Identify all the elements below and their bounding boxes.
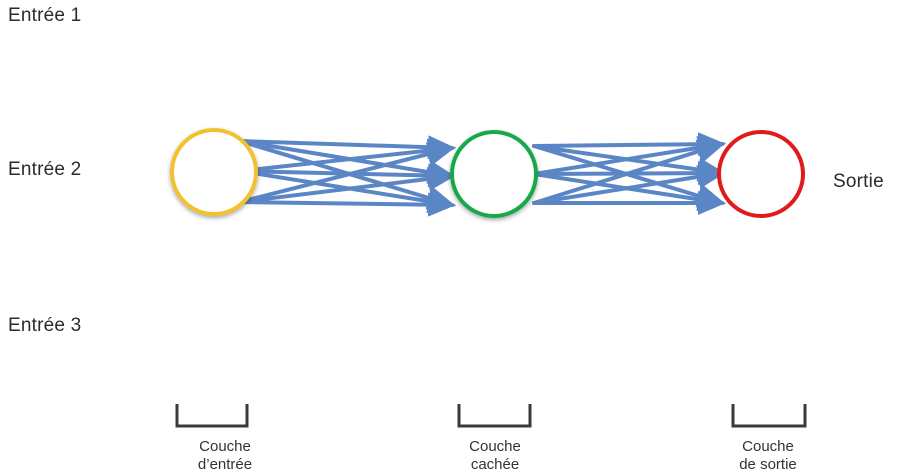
hidden-layer-node [450,130,538,218]
hidden-layer-bracket [457,404,532,428]
hidden-layer-caption-line1: Couche [469,438,521,455]
connection-arrow [532,164,726,205]
connection-arrow [238,135,456,160]
connection-arrow [532,135,726,176]
input-layer-node [170,128,258,216]
input-layer-caption-line1: Couche [199,438,251,455]
connection-arrows [238,132,726,217]
output-layer-caption-line1: Couche [742,438,794,455]
hidden-layer-caption: Couche cachée [440,438,550,474]
connection-arrow [238,142,456,204]
input-layer-caption: Couche d’entrée [170,438,280,474]
connection-arrow [238,167,456,204]
hidden-layer-caption-line2: cachée [470,456,520,473]
input-layer-bracket [175,404,249,428]
input-label-2: Entrée 2 [8,159,82,180]
input-label-1: Entrée 1 [8,5,82,26]
output-label: Sortie [833,171,884,192]
connection-arrow [238,192,456,217]
output-layer-bracket [731,404,807,428]
output-layer-caption: Couche de sortie [713,438,823,474]
input-label-3: Entrée 3 [8,315,82,336]
input-layer-caption-line2: d’entrée [197,456,253,473]
connection-arrow [532,139,726,205]
output-layer-caption-line2: de sortie [739,456,797,473]
output-layer-node [717,130,805,218]
connection-arrow [238,138,456,173]
connection-arrow [532,132,726,157]
